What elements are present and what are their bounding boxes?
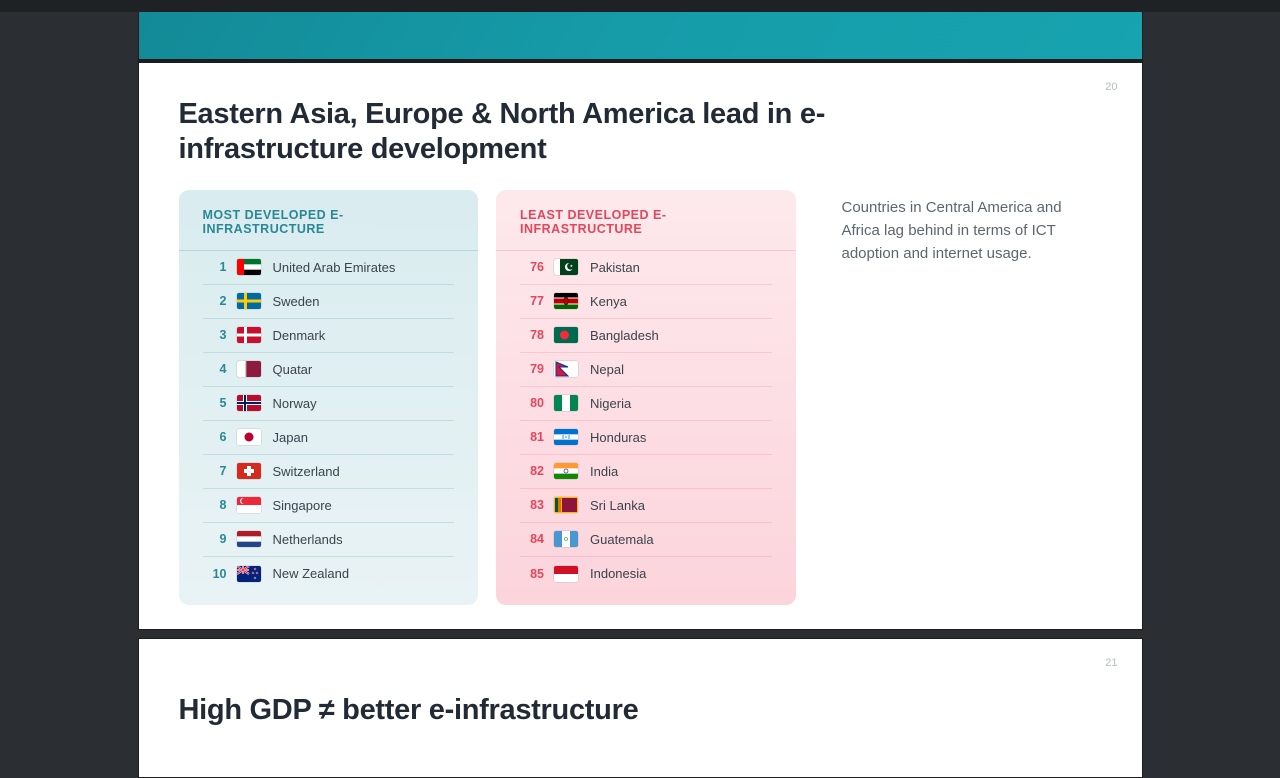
rank-number: 77 [520,294,544,308]
table-row: 1 United Arab Emirates [203,251,455,285]
country-name: Bangladesh [590,328,659,343]
bangladesh-flag-icon [554,327,578,343]
rank-number: 79 [520,362,544,376]
guatemala-flag-icon [554,531,578,547]
rank-number: 1 [203,260,227,274]
table-row: 76 Pakistan [520,251,772,285]
srilanka-flag-icon [554,497,578,513]
country-name: Honduras [590,430,646,445]
table-row: 9 Netherlands [203,523,455,557]
page-number: 20 [1105,81,1117,93]
norway-flag-icon [237,395,261,411]
table-row: 84 Guatemala [520,523,772,557]
india-flag-icon [554,463,578,479]
app-topbar [0,0,1280,12]
rank-number: 3 [203,328,227,342]
country-name: Quatar [273,362,313,377]
country-name: India [590,464,618,479]
side-text: Countries in Central America and Africa … [842,190,1102,605]
singapore-flag-icon [237,497,261,513]
denmark-flag-icon [237,327,261,343]
country-name: Switzerland [273,464,340,479]
table-row: 4 Quatar [203,353,455,387]
country-name: Kenya [590,294,627,309]
nepal-flag-icon [554,361,578,377]
country-name: New Zealand [273,566,350,581]
panel-header-worst: LEAST DEVELOPED E-INFRASTRUCTURE [496,190,796,251]
country-name: Nigeria [590,396,631,411]
country-name: Japan [273,430,308,445]
rank-number: 80 [520,396,544,410]
table-row: 8 Singapore [203,489,455,523]
panel-header-best: MOST DEVELOPED E-INFRASTRUCTURE [179,190,479,251]
country-name: Sweden [273,294,320,309]
uae-flag-icon [237,259,261,275]
rank-number: 10 [203,567,227,581]
table-row: 77 Kenya [520,285,772,319]
table-row: 7 Switzerland [203,455,455,489]
panel-least-developed: LEAST DEVELOPED E-INFRASTRUCTURE 76 Pakis… [496,190,796,605]
slide-title: Eastern Asia, Europe & North America lea… [179,97,999,168]
banner-strip [138,12,1143,62]
country-name: Singapore [273,498,332,513]
country-name: Norway [273,396,317,411]
rank-number: 5 [203,396,227,410]
panel-body-worst: 76 Pakistan 77 Kenya 78 Bangladesh 79 Nepal 80 Ni… [496,251,796,605]
sweden-flag-icon [237,293,261,309]
rank-number: 4 [203,362,227,376]
switzerland-flag-icon [237,463,261,479]
country-name: Netherlands [273,532,343,547]
country-name: Denmark [273,328,326,343]
country-name: Nepal [590,362,624,377]
rank-number: 9 [203,532,227,546]
rank-number: 6 [203,430,227,444]
newzealand-flag-icon [237,566,261,582]
rank-number: 8 [203,498,227,512]
slide-stage: 20 Eastern Asia, Europe & North America … [138,12,1143,778]
table-row: 79 Nepal [520,353,772,387]
netherlands-flag-icon [237,531,261,547]
country-name: Sri Lanka [590,498,645,513]
slide-20: 20 Eastern Asia, Europe & North America … [138,62,1143,630]
table-row: 5 Norway [203,387,455,421]
rank-number: 2 [203,294,227,308]
table-row: 3 Denmark [203,319,455,353]
pakistan-flag-icon [554,259,578,275]
country-name: Guatemala [590,532,654,547]
rank-number: 78 [520,328,544,342]
table-row: 82 India [520,455,772,489]
table-row: 80 Nigeria [520,387,772,421]
rank-number: 81 [520,430,544,444]
country-name: Pakistan [590,260,640,275]
kenya-flag-icon [554,293,578,309]
panel-most-developed: MOST DEVELOPED E-INFRASTRUCTURE 1 United … [179,190,479,605]
country-name: Indonesia [590,566,646,581]
table-row: 78 Bangladesh [520,319,772,353]
honduras-flag-icon [554,429,578,445]
rank-number: 83 [520,498,544,512]
table-row: 83 Sri Lanka [520,489,772,523]
rank-number: 76 [520,260,544,274]
table-row: 81 Honduras [520,421,772,455]
rank-number: 82 [520,464,544,478]
indonesia-flag-icon [554,566,578,582]
page-number: 21 [1105,657,1117,669]
content-row: MOST DEVELOPED E-INFRASTRUCTURE 1 United … [179,190,1102,605]
qatar-flag-icon [237,361,261,377]
table-row: 6 Japan [203,421,455,455]
rank-number: 85 [520,567,544,581]
rank-number: 7 [203,464,227,478]
country-name: United Arab Emirates [273,260,396,275]
panel-body-best: 1 United Arab Emirates 2 Sweden 3 Denmark 4 Qua… [179,251,479,605]
table-row: 2 Sweden [203,285,455,319]
rank-number: 84 [520,532,544,546]
table-row: 85 Indonesia [520,557,772,591]
slide-title: High GDP ≠ better e-infrastructure [179,693,999,728]
japan-flag-icon [237,429,261,445]
nigeria-flag-icon [554,395,578,411]
slide-21: 21 High GDP ≠ better e-infrastructure [138,638,1143,778]
table-row: 10 New Zealand [203,557,455,591]
